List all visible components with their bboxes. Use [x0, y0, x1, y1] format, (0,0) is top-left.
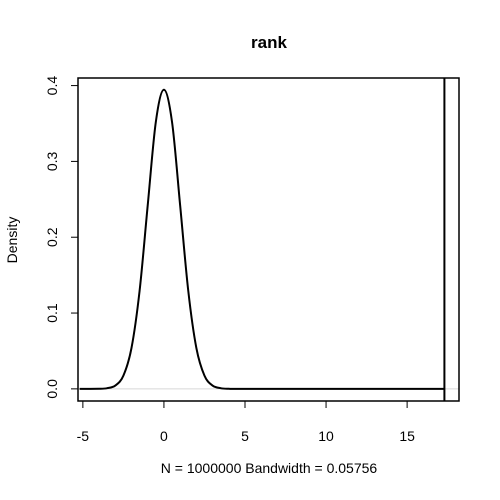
- x-axis-label: N = 1000000 Bandwidth = 0.05756: [161, 460, 378, 476]
- density-curve-0: [79, 88, 445, 390]
- chart-title: rank: [251, 33, 287, 52]
- y-tick-label: 0.3: [44, 151, 60, 171]
- plot-border: [77, 77, 460, 402]
- x-tick-label: -5: [77, 428, 90, 444]
- y-tick-label: 0.1: [44, 303, 60, 323]
- x-tick-label: 0: [160, 428, 168, 444]
- y-tick-label: 0.4: [44, 76, 60, 96]
- y-tick-label: 0.0: [44, 379, 60, 399]
- x-tick-label: 10: [318, 428, 334, 444]
- y-tick-label: 0.2: [44, 227, 60, 247]
- x-tick-label: 5: [241, 428, 249, 444]
- y-axis-label: Density: [4, 217, 20, 264]
- x-tick-label: 15: [399, 428, 415, 444]
